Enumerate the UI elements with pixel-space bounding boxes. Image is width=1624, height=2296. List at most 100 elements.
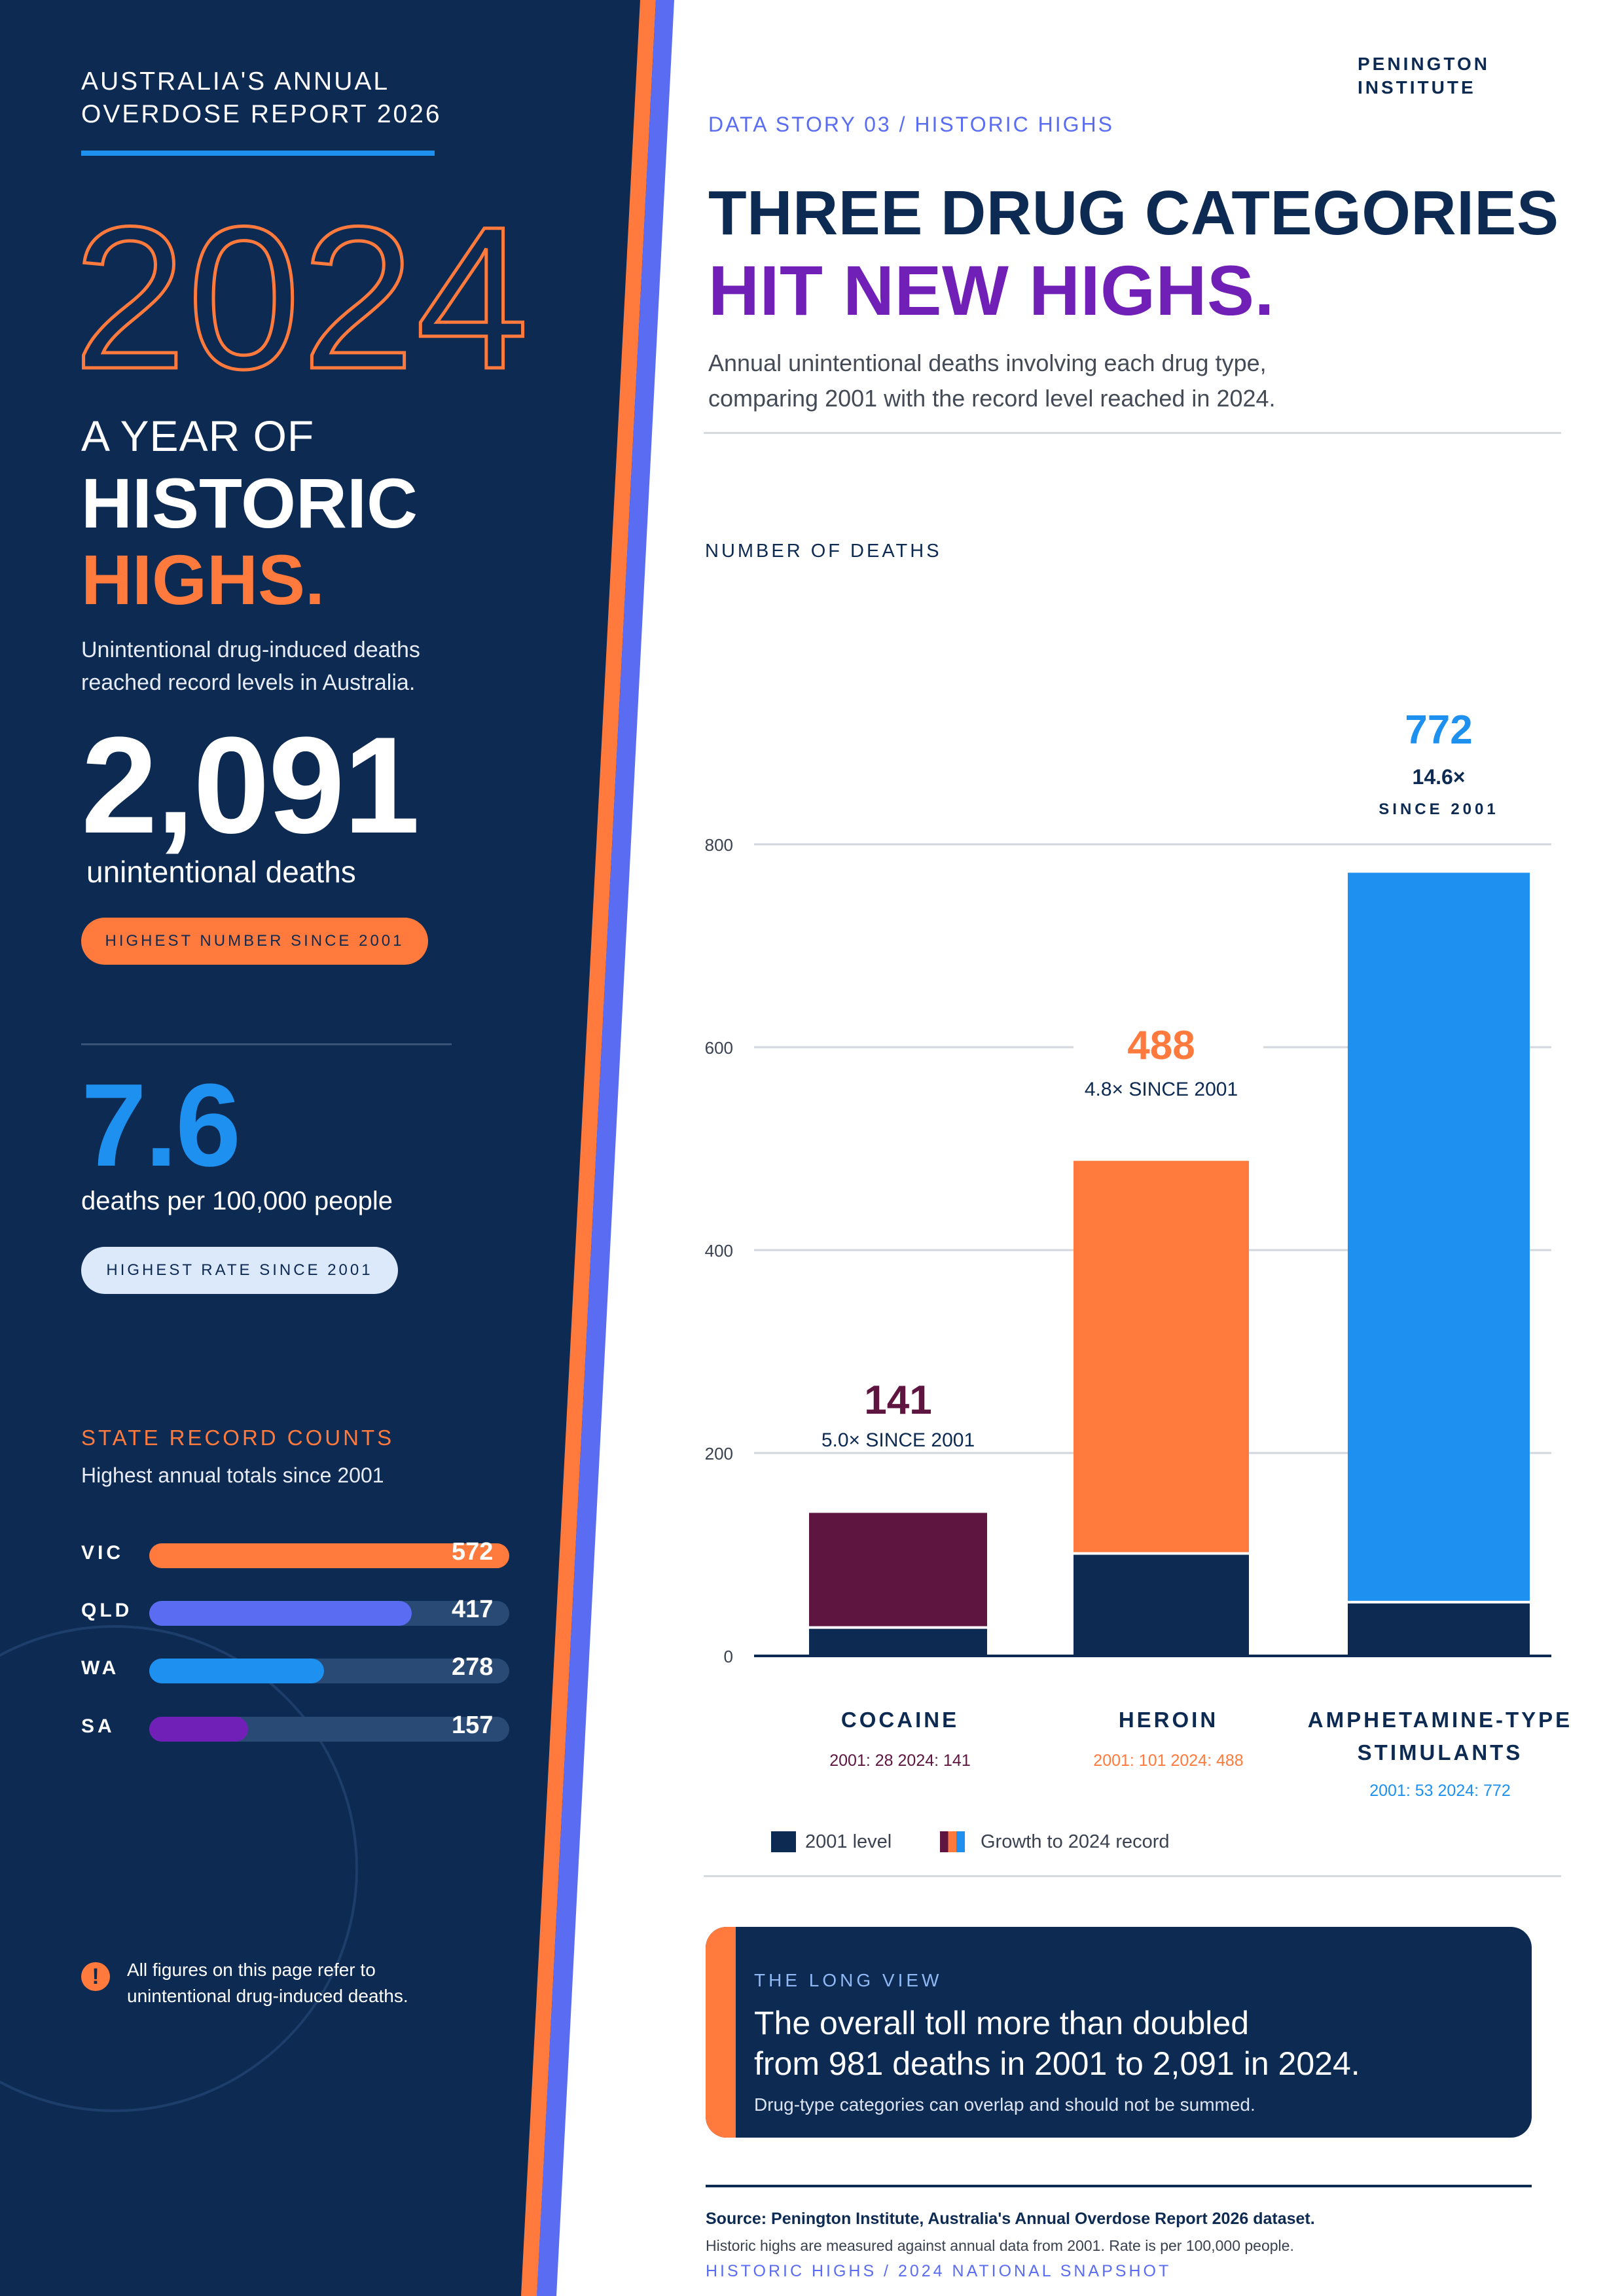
bar-chart: 0 200 400 600 800 141 5.0× SINCE 2001 488 4.8× S… bbox=[705, 708, 1551, 1666]
growth-label: 5.0× SINCE 2001 bbox=[821, 1429, 975, 1451]
highest-number-badge: HIGHEST NUMBER SINCE 2001 bbox=[81, 918, 428, 965]
long-view-line1: The overall toll more than doubled bbox=[754, 2005, 1250, 2041]
headline-line1: THREE DRUG CATEGORIES bbox=[708, 178, 1559, 248]
state-bar-fill bbox=[149, 1601, 412, 1626]
state-bar-fill bbox=[149, 1717, 248, 1742]
bar-2001-level bbox=[1348, 1602, 1530, 1656]
state-bar-fill bbox=[149, 1543, 509, 1568]
decorative-circle bbox=[0, 1625, 358, 2112]
org-line2: INSTITUTE bbox=[1358, 77, 1476, 98]
a-year-of: A YEAR OF bbox=[81, 412, 315, 460]
y-tick-label: 200 bbox=[705, 1444, 733, 1463]
historic-heading: HISTORIC bbox=[81, 463, 418, 543]
state-bar-track bbox=[149, 1717, 509, 1742]
category-note-heroin: 2001: 101 2024: 488 bbox=[1093, 1751, 1244, 1770]
state-bar-track bbox=[149, 1601, 509, 1626]
footnote: All figures on this page refer to uninte… bbox=[127, 1957, 494, 2009]
report-kicker-line1: AUSTRALIA'S ANNUAL bbox=[81, 67, 390, 96]
growth-label: 4.8× SINCE 2001 bbox=[1085, 1079, 1238, 1100]
state-row-vic: VIC 572 bbox=[81, 1537, 509, 1570]
state-bar-track bbox=[149, 1659, 509, 1683]
legend-swatch-2001 bbox=[771, 1831, 796, 1852]
source-rule bbox=[706, 2185, 1532, 2187]
bar-2001-level bbox=[809, 1627, 987, 1656]
state-value: 572 bbox=[452, 1538, 494, 1566]
story-kicker: DATA STORY 03 / HISTORIC HIGHS bbox=[708, 113, 1114, 136]
y-tick-label: 600 bbox=[705, 1038, 733, 1058]
y-axis-title: NUMBER OF DEATHS bbox=[705, 541, 942, 562]
label-backdrop bbox=[1074, 1031, 1263, 1103]
legend-label-2001: 2001 level bbox=[805, 1831, 892, 1852]
state-abbr: QLD bbox=[81, 1600, 133, 1621]
method-note: Historic highs are measured against annu… bbox=[706, 2237, 1294, 2254]
category-label-ats-line2: STIMULANTS bbox=[1357, 1740, 1523, 1765]
rate-unit: deaths per 100,000 people bbox=[81, 1187, 393, 1215]
legend-swatch-growth bbox=[940, 1831, 965, 1852]
kicker-rule bbox=[81, 151, 435, 156]
bar-2001-level bbox=[1074, 1553, 1249, 1656]
report-kicker-line2: OVERDOSE REPORT 2026 bbox=[81, 100, 442, 128]
header-rule bbox=[704, 432, 1561, 434]
states-title: STATE RECORD COUNTS bbox=[81, 1426, 395, 1450]
dek-line2: comparing 2001 with the record level rea… bbox=[708, 385, 1276, 412]
long-view-kicker: THE LONG VIEW bbox=[754, 1970, 943, 1990]
deaths-unit: unintentional deaths bbox=[86, 855, 356, 889]
long-view-footnote: Drug-type categories can overlap and sho… bbox=[754, 2094, 1255, 2115]
states-subtitle: Highest annual totals since 2001 bbox=[81, 1463, 384, 1487]
category-label-heroin: HEROIN bbox=[1118, 1708, 1219, 1732]
indigo-stripe bbox=[537, 0, 674, 2296]
category-note-cocaine: 2001: 28 2024: 141 bbox=[829, 1751, 971, 1770]
state-bar-fill bbox=[149, 1659, 325, 1683]
state-abbr: WA bbox=[81, 1657, 120, 1679]
footnote-line2: unintentional drug-induced deaths. bbox=[127, 1986, 408, 2006]
orange-stripe bbox=[521, 0, 656, 2296]
dek-line1: Annual unintentional deaths involving ea… bbox=[708, 350, 1267, 376]
org-line1: PENINGTON bbox=[1358, 54, 1490, 74]
state-row-sa: SA 157 bbox=[81, 1710, 509, 1743]
deaths-total: 2,091 bbox=[81, 708, 420, 862]
value-label: 772 bbox=[1405, 708, 1472, 753]
long-view-line2: from 981 deaths in 2001 to 2,091 in 2024… bbox=[754, 2045, 1360, 2082]
bar-growth bbox=[1348, 872, 1530, 1602]
y-tick-label: 0 bbox=[724, 1647, 733, 1666]
value-label: 488 bbox=[1127, 1023, 1195, 1068]
category-note-ats: 2001: 53 2024: 772 bbox=[1369, 1782, 1511, 1800]
rate-value: 7.6 bbox=[81, 1060, 241, 1191]
chart-bottom-rule bbox=[704, 1875, 1561, 1877]
org-logo-text: PENINGTON INSTITUTE bbox=[1358, 52, 1490, 99]
footnote-line1: All figures on this page refer to bbox=[127, 1960, 376, 1980]
category-label-cocaine: COCAINE bbox=[840, 1708, 960, 1732]
highest-rate-badge: HIGHEST RATE SINCE 2001 bbox=[81, 1247, 398, 1294]
long-view-card: THE LONG VIEW The overall toll more than… bbox=[706, 1927, 1532, 2138]
lead-line1: Unintentional drug-induced deaths bbox=[81, 637, 420, 662]
report-kicker: AUSTRALIA'S ANNUAL OVERDOSE REPORT 2026 bbox=[81, 65, 487, 131]
headline-line2: HIT NEW HIGHS. bbox=[708, 251, 1274, 330]
bar-growth bbox=[1074, 1160, 1249, 1554]
lead-line2: reached record levels in Australia. bbox=[81, 670, 416, 695]
value-label: 141 bbox=[864, 1378, 931, 1423]
state-row-qld: QLD 417 bbox=[81, 1594, 509, 1627]
state-abbr: VIC bbox=[81, 1542, 124, 1564]
dek: Annual unintentional deaths involving ea… bbox=[708, 346, 1363, 416]
state-value: 278 bbox=[452, 1653, 494, 1681]
state-value: 157 bbox=[452, 1712, 494, 1739]
category-label-ats-line1: AMPHETAMINE-TYPE bbox=[1307, 1708, 1573, 1732]
footer-tag: HISTORIC HIGHS / 2024 NATIONAL SNAPSHOT bbox=[706, 2262, 1172, 2280]
state-value: 417 bbox=[452, 1596, 494, 1623]
bar-growth bbox=[809, 1513, 987, 1628]
y-tick-label: 400 bbox=[705, 1241, 733, 1261]
y-tick-label: 800 bbox=[705, 835, 733, 855]
growth-sublabel: SINCE 2001 bbox=[1379, 800, 1498, 818]
state-abbr: SA bbox=[81, 1715, 115, 1737]
source-line: Source: Penington Institute, Australia's… bbox=[706, 2210, 1315, 2228]
alert-icon: ! bbox=[81, 1962, 110, 1991]
category-label-ats: AMPHETAMINE-TYPE STIMULANTS bbox=[1296, 1704, 1584, 1769]
growth-label: 14.6× bbox=[1413, 765, 1466, 789]
year-outline: 2024 bbox=[72, 184, 531, 411]
state-bar-track bbox=[149, 1543, 509, 1568]
highs-heading: HIGHS. bbox=[81, 540, 325, 619]
lead-text: Unintentional drug-induced deaths reache… bbox=[81, 634, 500, 699]
left-divider bbox=[81, 1043, 452, 1045]
legend-label-growth: Growth to 2024 record bbox=[981, 1831, 1170, 1852]
long-view-statement: The overall toll more than doubled from … bbox=[754, 2003, 1474, 2084]
